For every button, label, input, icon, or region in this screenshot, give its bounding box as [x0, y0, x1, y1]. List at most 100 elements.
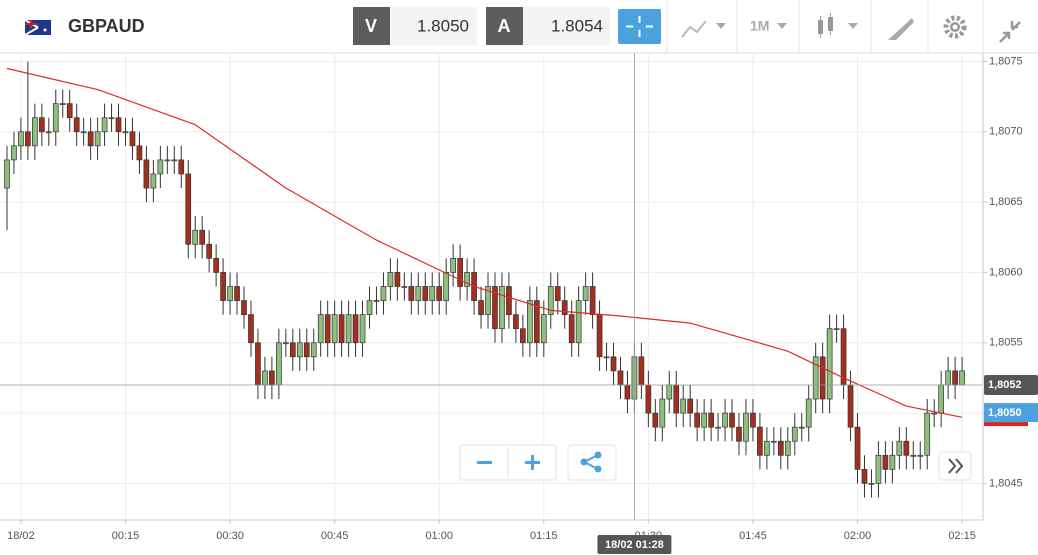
draw-button[interactable]	[888, 18, 914, 40]
candle-body	[910, 454, 917, 457]
bid-badge	[353, 7, 390, 45]
x-tick-label: 01:45	[739, 530, 767, 542]
candle-body	[178, 159, 185, 175]
zoom-controls	[459, 444, 617, 481]
candle-body	[589, 286, 596, 315]
candle-body	[11, 145, 17, 161]
candle-body	[73, 117, 80, 133]
candle-body	[764, 440, 770, 456]
candle-body	[415, 286, 422, 301]
candle-body	[108, 117, 115, 120]
y-tick-label: 1,8065	[989, 196, 1023, 208]
scroll-end-button[interactable]	[938, 451, 972, 481]
y-tick-label: 1,8045	[989, 477, 1023, 489]
candle-body	[617, 370, 624, 386]
candle-body	[122, 131, 129, 134]
candle-body	[777, 440, 784, 456]
candle-body	[554, 286, 561, 301]
candle-body	[422, 286, 429, 301]
candle-body	[833, 328, 840, 331]
candle-body	[52, 103, 59, 133]
chart-type-button[interactable]	[681, 20, 726, 38]
crosshair-time-label: 18/02 01:28	[605, 539, 664, 551]
candle-body	[296, 342, 303, 358]
candle-body	[917, 454, 924, 457]
candle-body	[959, 370, 965, 386]
candle-body	[324, 314, 331, 344]
candle-body	[750, 412, 756, 428]
candle-body	[276, 342, 282, 386]
candle-body	[331, 314, 338, 344]
candle-body	[847, 384, 854, 428]
candle-body	[380, 286, 387, 301]
candle-body	[317, 314, 324, 344]
candle-body	[310, 342, 317, 358]
candle-body	[220, 272, 226, 301]
candle-body	[736, 426, 742, 442]
y-tick-label: 1,8055	[989, 337, 1023, 349]
candle-body	[805, 398, 812, 428]
crosshair-button[interactable]	[618, 9, 661, 44]
candle-body	[540, 314, 547, 344]
share-button[interactable]	[580, 451, 602, 473]
candle-body	[25, 131, 31, 147]
candle-body	[896, 440, 903, 456]
candle-body	[206, 243, 212, 259]
bid-price: 1.8050	[417, 16, 469, 35]
x-tick-label: 00:15	[112, 530, 140, 542]
candle-body	[596, 314, 603, 358]
collapse-button[interactable]	[999, 21, 1021, 43]
candle-body	[18, 131, 24, 147]
candle-body	[94, 131, 101, 147]
candle-body	[457, 258, 463, 287]
candle-body	[157, 159, 164, 175]
candle-body	[352, 314, 359, 344]
last-price-underline	[984, 422, 1028, 427]
ask-price: 1.8054	[551, 16, 603, 35]
period-button[interactable]: 1M	[750, 18, 769, 34]
candle-body	[715, 426, 721, 429]
candle-body	[561, 300, 568, 315]
candle-body	[101, 117, 108, 133]
candle-body	[492, 286, 498, 330]
candle-body	[234, 286, 240, 301]
candle-body	[659, 398, 666, 428]
candle-body	[603, 356, 610, 359]
x-tick-label: 01:00	[425, 530, 453, 542]
ask-label: A	[498, 16, 511, 36]
candle-body	[875, 454, 882, 484]
candle-body	[303, 342, 310, 358]
candle-body	[743, 412, 749, 442]
candle-body	[199, 229, 206, 245]
candle-body	[938, 384, 945, 414]
candle-body	[868, 483, 875, 485]
candle-body	[854, 426, 861, 470]
candle-body	[931, 412, 938, 415]
candle-body	[136, 145, 143, 161]
candle-body	[248, 314, 254, 344]
candle-style-button[interactable]	[818, 13, 858, 38]
zoom-in-button[interactable]	[525, 455, 540, 470]
candle-body	[687, 398, 694, 414]
candle-body	[394, 272, 401, 287]
settings-button[interactable]	[943, 15, 967, 39]
candle-body	[694, 412, 701, 428]
candle-body	[185, 173, 192, 245]
candle-body	[387, 272, 394, 287]
candle-body	[924, 412, 931, 456]
candle-body	[4, 159, 10, 189]
x-tick-label: 01:15	[530, 530, 558, 542]
candle-body	[506, 286, 512, 315]
candle-body	[485, 286, 491, 315]
candle-body	[771, 440, 777, 443]
candle-body	[499, 286, 505, 330]
candle-body	[366, 300, 373, 315]
crosshair-price-box	[984, 374, 1038, 395]
candle-body	[882, 454, 889, 470]
candle-body	[812, 356, 819, 400]
y-tick-label: 1,8060	[989, 266, 1023, 278]
x-tick-label: 02:15	[948, 530, 976, 542]
candle-body	[784, 440, 791, 456]
y-tick-label: 1,8070	[989, 126, 1023, 138]
